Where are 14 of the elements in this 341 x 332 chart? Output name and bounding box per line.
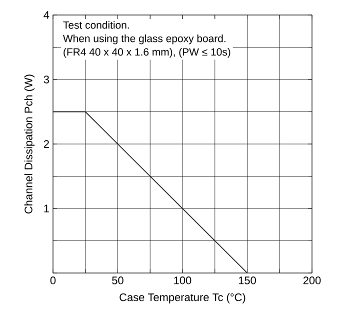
x-tick-label: 0 (50, 276, 56, 284)
y-tick-label: 4 (44, 11, 50, 19)
x-tick-label: 100 (174, 276, 192, 284)
annotation: When using the glass epoxy board. (63, 34, 226, 44)
y-tick-label: 2 (44, 140, 49, 148)
x-axis-title: Case Temperature Tc (°C) (120, 293, 246, 304)
y-axis-title: Channel Dissipation Pch (W) (24, 74, 35, 214)
x-tick-label: 200 (303, 276, 321, 284)
y-tick-label: 3 (44, 76, 49, 84)
annotation: (FR4 40 x 40 x 1.6 mm), (PW ≤ 10s) (64, 48, 230, 58)
x-tick-label: 50 (112, 276, 124, 284)
annotation: Test condition. (63, 21, 129, 29)
x-tick-label: 150 (238, 276, 256, 284)
y-tick-label: 1 (44, 204, 49, 212)
